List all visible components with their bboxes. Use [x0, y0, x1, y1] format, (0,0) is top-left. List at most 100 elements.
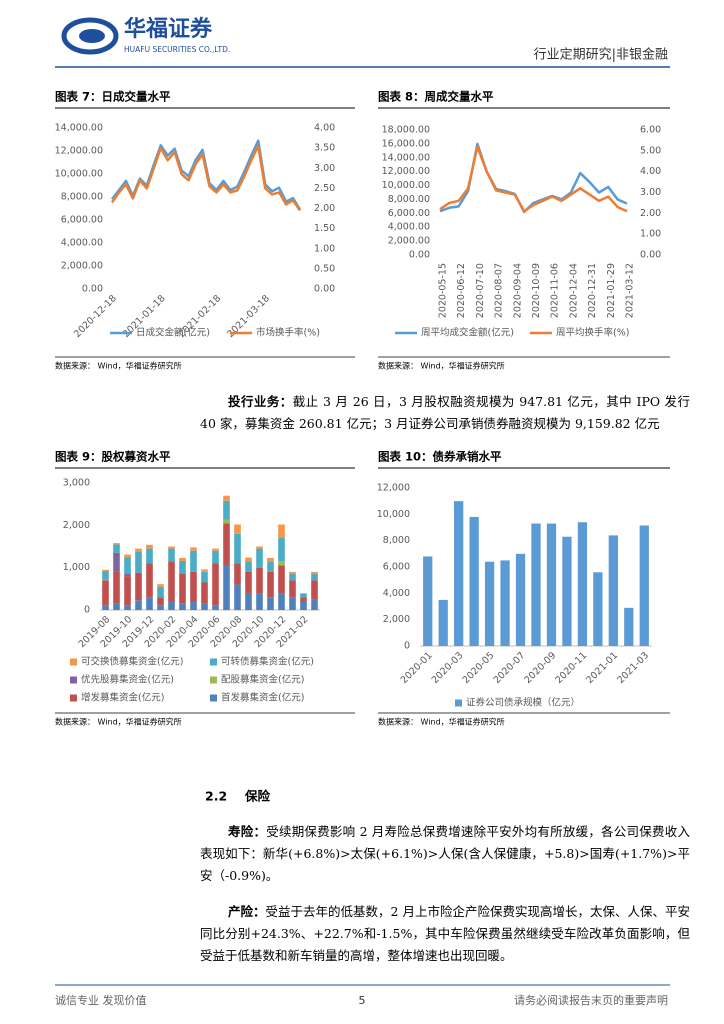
- bar: [190, 550, 197, 572]
- x-tick-label: 2020-07: [492, 650, 528, 686]
- y2-tick-label: 0.50: [314, 263, 335, 274]
- y-tick-label: 6,000.00: [388, 208, 430, 219]
- bar: [267, 597, 274, 610]
- bar: [300, 593, 307, 598]
- page-number: 5: [359, 994, 366, 1007]
- bar: [102, 580, 109, 606]
- bar: [562, 536, 572, 646]
- y2-tick-label: 2.00: [314, 203, 335, 214]
- bar: [124, 574, 131, 577]
- y2-tick-label: 4.00: [640, 166, 661, 177]
- legend-label: 周平均成交金额(亿元): [421, 327, 514, 339]
- bar: [113, 544, 120, 553]
- legend-key: [210, 658, 217, 666]
- bar: [113, 571, 120, 604]
- legend-label: 优先股募集资金(亿元): [81, 674, 174, 686]
- bar: [278, 538, 285, 562]
- legend-label: 周平均换手率(%): [556, 327, 629, 339]
- bar: [135, 548, 142, 552]
- bar: [311, 574, 318, 581]
- paragraph: 产险：受益于去年的低基数，2 月上市险企产险保费实现高增长，太保、人保、平安同比…: [200, 901, 690, 967]
- x-tick-label: 2020-11-06: [550, 263, 561, 318]
- y2-tick-label: 1.00: [314, 243, 335, 254]
- y-tick-label: 14,000.00: [55, 123, 103, 134]
- y2-tick-label: 0.00: [314, 284, 335, 295]
- bar: [278, 593, 285, 610]
- y2-tick-label: 4.00: [314, 123, 335, 134]
- bar: [124, 557, 131, 575]
- legend-label: 市场换手率(%): [256, 327, 320, 339]
- bar: [234, 563, 241, 585]
- bar: [168, 601, 175, 610]
- logo-mark: [61, 17, 119, 55]
- bar: [256, 567, 263, 594]
- y-tick-label: 2,000.00: [61, 261, 103, 272]
- body-text: 截止 3 月 26 日，3 月股权融资规模为 947.81 亿元，其中 IPO …: [200, 394, 690, 431]
- y-tick-label: 6,000.00: [61, 215, 103, 226]
- source: 数据来源： Wind，华福证券研究所: [55, 361, 182, 371]
- legend-key: [210, 694, 217, 702]
- bar: [168, 548, 175, 562]
- bar: [157, 584, 164, 587]
- bar: [267, 557, 274, 562]
- bar: [438, 599, 448, 646]
- x-tick-label: 2020-05-15: [438, 263, 449, 318]
- bar: [157, 597, 164, 606]
- y-tick-label: 1,000: [63, 562, 90, 573]
- bar: [577, 522, 588, 646]
- y-tick-label: 10,000.00: [382, 180, 430, 191]
- x-tick-label: 2020-07-10: [475, 263, 486, 318]
- bar: [157, 586, 164, 598]
- bar: [124, 576, 131, 606]
- bar: [212, 563, 219, 606]
- bar: [223, 519, 230, 524]
- x-tick-label: 2020-03: [430, 650, 466, 686]
- legend-label: 可交换债募集资金(亿元): [81, 656, 183, 668]
- y-tick-label: 10,000.00: [55, 169, 103, 180]
- bar: [624, 607, 634, 646]
- x-tick-label: 2020-01: [399, 650, 435, 686]
- bar: [484, 561, 495, 646]
- y-tick-label: 4,000.00: [388, 222, 430, 233]
- y-tick-label: 8,000.00: [388, 194, 430, 205]
- y-tick-label: 10,000: [377, 509, 410, 520]
- bar: [278, 524, 285, 539]
- y-tick-label: 2,000.00: [388, 236, 430, 247]
- x-tick-label: 2021-01: [584, 650, 620, 686]
- legend-label: 增发募集资金(亿元): [81, 692, 164, 704]
- x-tick-label: 2020-11: [553, 650, 589, 686]
- legend-key: [210, 676, 217, 684]
- bar: [289, 574, 296, 581]
- bar: [256, 548, 263, 568]
- bar: [190, 547, 197, 551]
- y-tick-label: 14,000.00: [382, 152, 430, 163]
- y-tick-label: 6,000: [383, 562, 410, 573]
- y-tick-label: 16,000.00: [382, 138, 430, 149]
- bar: [179, 560, 186, 574]
- bar: [223, 495, 230, 501]
- bar: [124, 605, 131, 610]
- bar: [201, 582, 208, 604]
- bar: [245, 571, 252, 594]
- bar: [201, 571, 208, 583]
- source: 数据来源： Wind，华福证券研究所: [378, 717, 505, 727]
- x-tick-label: 2020-12-04: [568, 263, 579, 318]
- legend-label: 首发募集资金(亿元): [221, 692, 304, 704]
- y2-tick-label: 0.00: [640, 250, 661, 261]
- y2-tick-label: 3.50: [314, 143, 335, 154]
- x-tick-label: 2020-10-09: [531, 263, 542, 318]
- bar: [201, 569, 208, 572]
- bar: [289, 597, 296, 610]
- bar: [593, 572, 603, 646]
- bar: [146, 548, 153, 564]
- lead: 产险：: [228, 904, 266, 919]
- y2-tick-label: 1.00: [640, 229, 661, 240]
- bar: [267, 571, 274, 598]
- bar: [289, 571, 296, 575]
- source: 数据来源： Wind，华福证券研究所: [378, 361, 505, 371]
- bar: [531, 523, 541, 646]
- x-tick-label: 2021-03-12: [625, 263, 636, 318]
- y-tick-label: 3,000: [63, 478, 90, 489]
- bar: [256, 546, 263, 549]
- bar: [311, 580, 318, 600]
